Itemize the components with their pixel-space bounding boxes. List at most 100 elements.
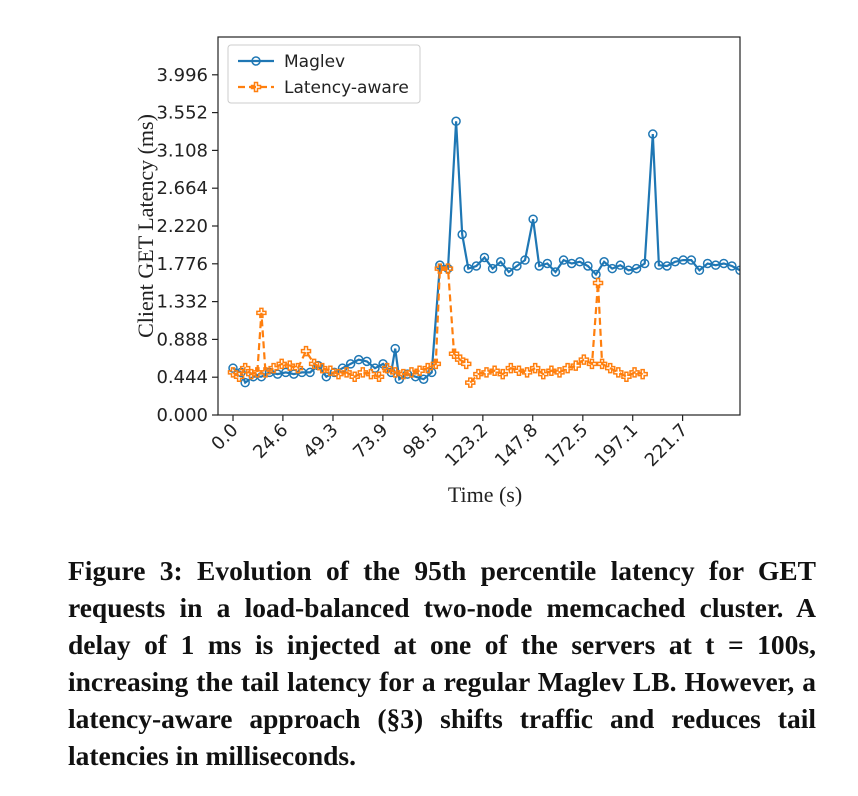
point <box>463 263 474 274</box>
x-tick-label: 24.6 <box>249 420 292 463</box>
point <box>637 368 648 380</box>
point <box>615 260 626 270</box>
y-tick-label: 2.664 <box>156 178 208 199</box>
point <box>487 263 498 274</box>
point <box>460 358 472 370</box>
point <box>362 356 372 367</box>
point <box>345 359 356 369</box>
legend-label: Latency-aware <box>284 78 409 98</box>
point <box>613 367 624 378</box>
point <box>629 367 640 378</box>
point <box>662 261 672 271</box>
point <box>512 261 522 271</box>
point <box>489 365 500 376</box>
point <box>341 367 352 378</box>
point <box>325 365 336 376</box>
point <box>381 362 393 374</box>
y-tick-label: 2.220 <box>156 216 208 237</box>
point <box>292 362 304 374</box>
point <box>357 367 369 378</box>
point <box>639 258 650 269</box>
point <box>268 362 279 374</box>
x-tick-label: 49.3 <box>299 420 342 463</box>
chart: Time (s) Client GET Latency (ms) 0.0000.… <box>133 36 741 507</box>
x-tick-label: 147.8 <box>491 420 542 471</box>
y-tick-label: 0.444 <box>156 367 208 388</box>
point <box>365 368 377 380</box>
figure-caption: Figure 3: Evolution of the 95th percenti… <box>68 555 816 771</box>
point <box>513 365 525 376</box>
point <box>694 265 705 276</box>
point <box>528 214 538 224</box>
point <box>558 255 569 265</box>
x-tick-label: 0.0 <box>207 420 242 455</box>
point <box>554 367 565 378</box>
legend-marker <box>251 56 261 66</box>
y-tick-label: 0.000 <box>156 405 208 426</box>
point <box>599 257 609 267</box>
point <box>542 258 553 269</box>
plot-area <box>227 116 740 388</box>
point <box>373 371 385 382</box>
point <box>592 277 604 289</box>
point <box>406 367 417 378</box>
x-axis-label: Time (s) <box>448 482 522 507</box>
point <box>316 362 328 374</box>
point <box>414 365 425 376</box>
point <box>546 365 557 376</box>
point <box>256 307 267 319</box>
point <box>520 255 530 265</box>
x-tick-label: 98.5 <box>399 420 442 463</box>
point <box>504 267 514 277</box>
point <box>260 367 271 378</box>
point <box>465 377 476 388</box>
point <box>583 261 593 271</box>
point <box>578 354 590 365</box>
point <box>497 368 508 380</box>
x-tick-label: 197.1 <box>591 420 642 471</box>
point <box>276 358 287 370</box>
x-tick-label: 123.2 <box>441 420 492 471</box>
point <box>534 261 544 271</box>
point <box>435 260 445 270</box>
point <box>284 360 296 371</box>
point <box>228 363 238 373</box>
x-tick-label: 221.7 <box>641 420 692 471</box>
point <box>586 358 598 370</box>
point <box>240 377 250 388</box>
point <box>390 343 400 354</box>
point <box>471 261 482 271</box>
point <box>604 362 616 374</box>
plot-frame <box>217 36 741 416</box>
point <box>648 129 658 139</box>
point <box>570 360 581 371</box>
series-line <box>232 121 740 385</box>
point <box>430 358 442 370</box>
point <box>575 257 585 267</box>
point <box>434 263 446 274</box>
point <box>631 263 642 274</box>
legend-box <box>227 44 421 104</box>
point <box>252 367 263 378</box>
point <box>562 362 573 374</box>
point <box>457 229 467 240</box>
point <box>418 374 429 384</box>
point <box>529 362 541 374</box>
point <box>329 367 340 378</box>
point <box>727 261 737 271</box>
y-tick-label: 3.108 <box>156 140 208 161</box>
y-axis-label: Client GET Latency (ms) <box>133 114 158 338</box>
point <box>305 367 315 378</box>
x-tick-label: 172.5 <box>541 420 592 471</box>
y-tick-label: 3.996 <box>156 65 208 86</box>
point <box>389 367 401 378</box>
point <box>505 362 517 374</box>
point <box>398 368 409 380</box>
point <box>451 116 461 127</box>
x-tick-label: 73.9 <box>349 420 392 463</box>
y-tick-label: 0.888 <box>156 329 208 350</box>
point <box>473 368 484 380</box>
y-tick-label: 1.776 <box>156 254 208 275</box>
point <box>621 371 632 382</box>
